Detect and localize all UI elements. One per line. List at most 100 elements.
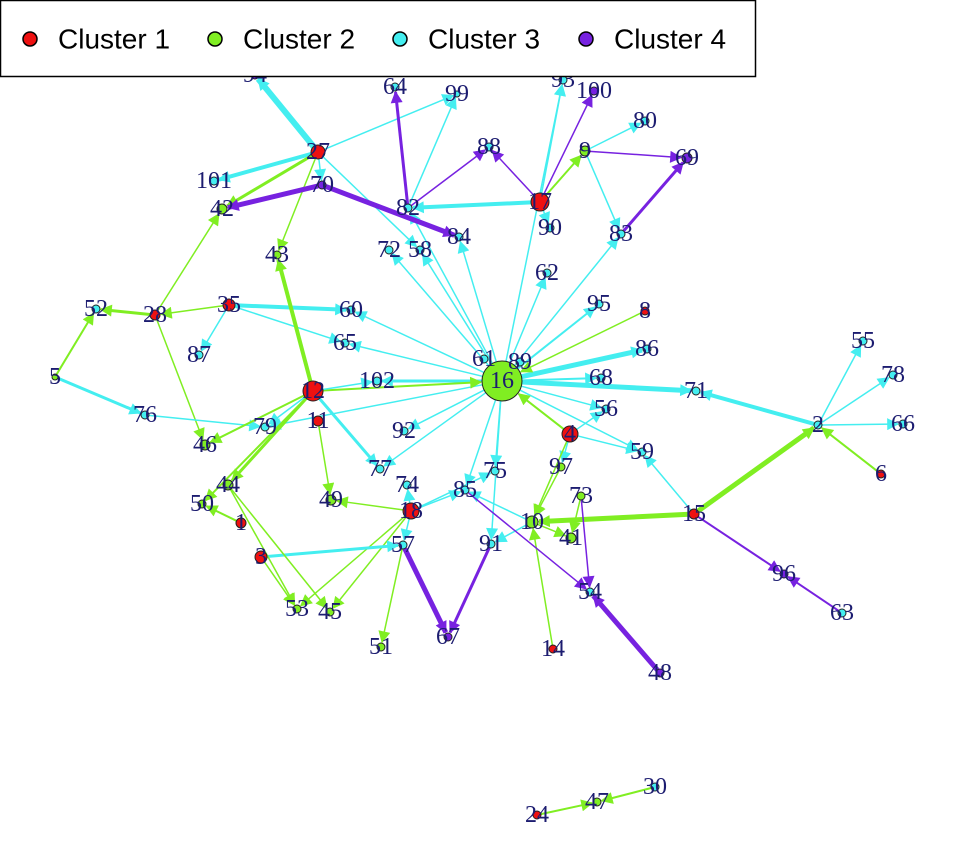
node xyxy=(585,587,595,597)
edge xyxy=(540,799,594,816)
node-label: 42 xyxy=(210,196,234,222)
edge xyxy=(400,518,413,542)
node xyxy=(222,479,234,491)
node xyxy=(216,203,228,215)
node xyxy=(149,309,161,321)
edge xyxy=(521,372,598,385)
node xyxy=(642,344,652,354)
node xyxy=(515,357,525,367)
node xyxy=(372,376,382,386)
node-label: 50 xyxy=(190,491,214,517)
node-label: 85 xyxy=(453,477,477,503)
edge xyxy=(411,200,532,214)
edge xyxy=(468,491,527,521)
node xyxy=(655,668,665,678)
node xyxy=(542,268,552,278)
edge xyxy=(422,253,493,365)
edge xyxy=(322,376,483,392)
node xyxy=(399,426,409,436)
edge xyxy=(268,396,306,425)
edge xyxy=(543,94,593,195)
node-label: 62 xyxy=(535,260,559,286)
edge xyxy=(538,210,550,225)
edge xyxy=(234,306,342,344)
node xyxy=(691,386,701,396)
edge xyxy=(348,340,483,378)
edge xyxy=(226,183,319,211)
edge xyxy=(580,499,595,589)
node-label: 99 xyxy=(445,81,469,107)
node-label: 52 xyxy=(84,296,108,322)
edge xyxy=(217,151,312,183)
edge xyxy=(467,491,588,590)
node-label: 90 xyxy=(538,215,562,241)
legend-marker xyxy=(22,31,38,47)
node-label: 30 xyxy=(643,774,667,800)
edge xyxy=(819,344,862,422)
node xyxy=(594,299,604,309)
node-label: 4 xyxy=(564,421,576,447)
node-label: 71 xyxy=(684,378,708,404)
node-label: 73 xyxy=(569,483,593,509)
edge xyxy=(517,306,597,370)
node-label: 9 xyxy=(579,138,591,164)
node xyxy=(481,360,523,402)
edge xyxy=(545,154,582,196)
node xyxy=(272,250,282,260)
node-label: 53 xyxy=(285,596,309,622)
legend-label: Cluster 1 xyxy=(58,24,170,55)
edge xyxy=(157,213,220,312)
edge xyxy=(407,389,485,430)
node xyxy=(858,336,868,346)
node xyxy=(197,499,207,509)
node xyxy=(140,410,150,420)
node xyxy=(443,632,453,642)
node-label: 60 xyxy=(339,297,363,323)
node xyxy=(310,144,326,160)
node xyxy=(235,517,247,529)
legend-marker xyxy=(207,31,223,47)
edge xyxy=(569,499,581,534)
node-label: 75 xyxy=(483,458,507,484)
edges xyxy=(55,76,900,816)
node xyxy=(576,491,586,501)
edge xyxy=(589,150,683,163)
node-label: 55 xyxy=(851,328,875,354)
node xyxy=(813,420,823,430)
node xyxy=(565,532,577,544)
node xyxy=(490,466,500,476)
edge xyxy=(521,379,693,397)
node-label: 57 xyxy=(391,532,415,558)
edge xyxy=(332,516,407,610)
edge xyxy=(268,384,483,430)
edge xyxy=(402,547,449,634)
edge xyxy=(255,76,316,149)
node-label: 18 xyxy=(399,498,423,524)
node xyxy=(601,404,611,414)
node xyxy=(592,797,602,807)
edge xyxy=(491,149,535,196)
edge xyxy=(390,90,410,205)
edge xyxy=(622,161,685,232)
node-label: 46 xyxy=(193,432,217,458)
node-label: 89 xyxy=(508,349,532,375)
legend-label: Cluster 4 xyxy=(614,24,726,55)
edge xyxy=(494,524,528,543)
node-label: 95 xyxy=(587,291,611,317)
edge xyxy=(383,392,487,467)
node-label: 12 xyxy=(301,378,325,404)
node xyxy=(589,86,599,96)
edge xyxy=(586,155,621,231)
node xyxy=(254,550,268,564)
node-label: 72 xyxy=(377,237,401,263)
node xyxy=(209,176,219,186)
node xyxy=(556,462,566,472)
node-label: 59 xyxy=(630,439,654,465)
node xyxy=(650,782,660,792)
edge xyxy=(354,311,485,374)
node xyxy=(390,82,400,92)
node xyxy=(596,373,606,383)
node-label: 77 xyxy=(368,456,392,482)
